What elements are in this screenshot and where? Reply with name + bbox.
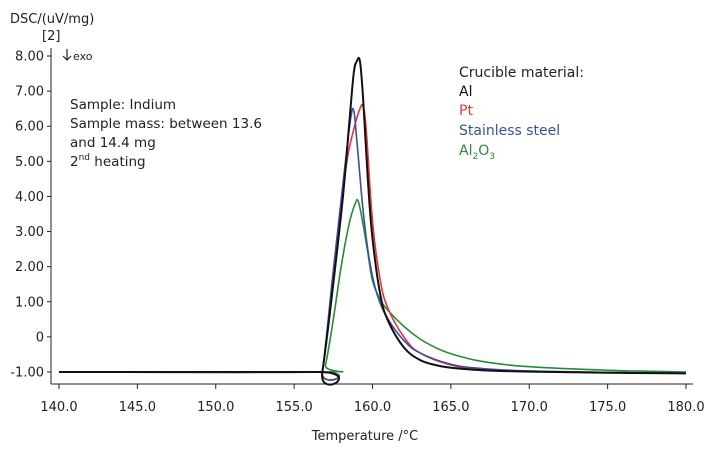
annotation-line-2: Sample mass: between 13.6 bbox=[70, 116, 262, 132]
y-tick-label: 2.00 bbox=[15, 260, 44, 275]
down-arrow-icon bbox=[62, 49, 72, 61]
x-tick-label: 170.0 bbox=[511, 400, 548, 415]
y-tick-label: 1.00 bbox=[15, 295, 44, 310]
legend-al2o3-main: Al bbox=[459, 143, 472, 159]
legend-al2o3-sub1: 2 bbox=[472, 152, 478, 162]
x-tick-label: 180.0 bbox=[667, 400, 704, 415]
y-tick-label: -1.00 bbox=[10, 366, 44, 381]
annotation-line-3: and 14.4 mg bbox=[70, 135, 156, 151]
legend-al2o3-sub2: 3 bbox=[489, 152, 495, 162]
y-tick-label: 0 bbox=[36, 330, 44, 345]
legend-title: Crucible material: bbox=[459, 65, 584, 81]
y-tick-label: 5.00 bbox=[15, 155, 44, 170]
x-tick-label: 140.0 bbox=[40, 400, 77, 415]
y-axis-title: DSC/(uV/mg) bbox=[10, 12, 94, 27]
exo-marker: exo bbox=[62, 49, 93, 63]
x-tick-label: 165.0 bbox=[432, 400, 469, 415]
annotation-heating: heating bbox=[90, 154, 146, 170]
legend-item-pt: Pt bbox=[459, 103, 473, 119]
y-tick-label: 4.00 bbox=[15, 190, 44, 205]
x-axis-title: Temperature /°C bbox=[311, 429, 418, 444]
sample-annotation: Sample: Indium Sample mass: between 13.6… bbox=[70, 97, 262, 170]
x-tick-label: 155.0 bbox=[276, 400, 313, 415]
series-lines bbox=[58, 56, 687, 386]
annotation-ordinal: 2 bbox=[70, 154, 79, 170]
y-axis-index: [2] bbox=[42, 29, 60, 44]
y-tick-label: 8.00 bbox=[15, 50, 44, 65]
y-tick-label: 7.00 bbox=[15, 85, 44, 100]
y-ticks: -1.00 0 1.00 2.00 3.00 4.00 5.00 6.00 7.00 8.00 bbox=[10, 50, 51, 381]
legend: Crucible material: Al Pt Stainless steel… bbox=[459, 65, 584, 162]
x-tick-label: 160.0 bbox=[354, 400, 391, 415]
annotation-ordinal-suffix: nd bbox=[79, 153, 90, 163]
legend-item-al: Al bbox=[459, 84, 472, 100]
legend-al2o3-mid: O bbox=[478, 143, 489, 159]
x-ticks: 140.0 145.0 150.0 155.0 160.0 165.0 170.0 175.0… bbox=[40, 384, 705, 415]
legend-item-stainless-steel: Stainless steel bbox=[459, 123, 560, 139]
series-line-al bbox=[59, 56, 687, 386]
y-tick-label: 6.00 bbox=[15, 120, 44, 135]
annotation-line-4: 2nd heating bbox=[70, 153, 146, 170]
x-tick-label: 145.0 bbox=[119, 400, 156, 415]
annotation-line-1: Sample: Indium bbox=[70, 97, 176, 113]
x-tick-label: 175.0 bbox=[589, 400, 626, 415]
exo-label: exo bbox=[73, 50, 93, 63]
x-tick-label: 150.0 bbox=[197, 400, 234, 415]
legend-item-al2o3: Al2O3 bbox=[459, 143, 495, 162]
y-tick-label: 3.00 bbox=[15, 225, 44, 240]
